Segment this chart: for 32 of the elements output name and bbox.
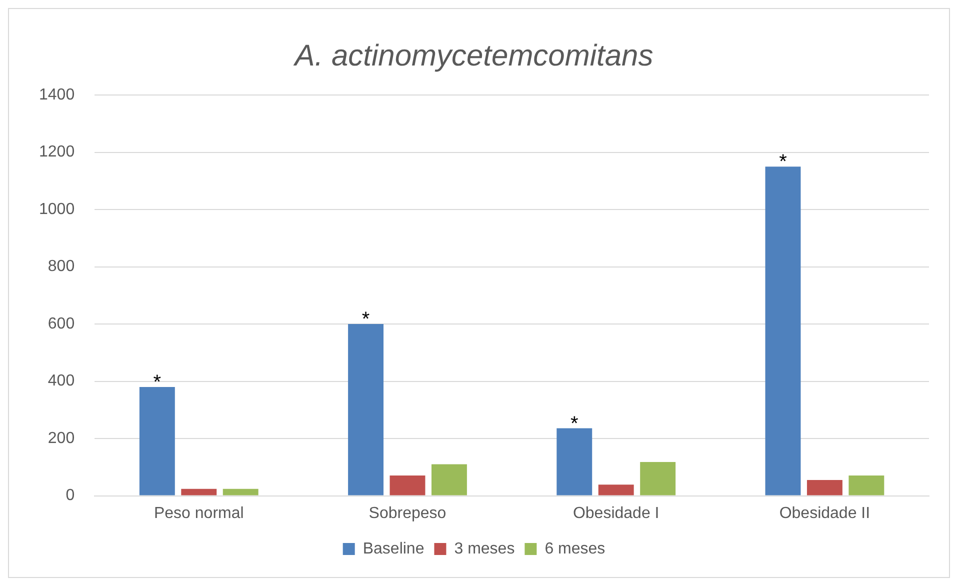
- x-tick-label: Sobrepeso: [368, 504, 446, 522]
- y-tick-label: 800: [48, 258, 75, 276]
- bar: [348, 324, 384, 496]
- y-tick-label: 1400: [39, 86, 75, 104]
- y-tick-label: 1200: [39, 144, 75, 161]
- y-tick-label: 200: [48, 430, 75, 447]
- annotation: *: [570, 412, 578, 435]
- bar: [806, 480, 842, 496]
- chart-title: A. actinomycetemcomitans: [292, 39, 654, 72]
- y-tick-label: 600: [48, 315, 75, 332]
- bar: [765, 166, 801, 496]
- bar: [390, 475, 426, 496]
- bar: [640, 462, 676, 496]
- x-tick-label: Obesidade II: [779, 504, 870, 522]
- legend-label: Baseline: [362, 540, 424, 558]
- y-tick-label: 1000: [39, 200, 75, 218]
- annotation: *: [153, 372, 162, 394]
- y-tick-label: 400: [48, 372, 75, 390]
- annotation: *: [362, 308, 370, 331]
- bar: [556, 428, 592, 496]
- bar: [181, 488, 217, 496]
- bar: [222, 488, 258, 496]
- annotation: *: [779, 151, 788, 174]
- y-tick-label: 0: [66, 487, 75, 504]
- x-tick-label: Obesidade I: [572, 504, 660, 522]
- x-tick-label: Peso normal: [154, 504, 244, 522]
- bar: [598, 484, 634, 496]
- bar: [431, 464, 467, 496]
- bar: [139, 387, 175, 496]
- legend-label: 3 meses: [454, 540, 515, 558]
- legend-label: 6 meses: [544, 540, 606, 558]
- bar: [848, 475, 884, 496]
